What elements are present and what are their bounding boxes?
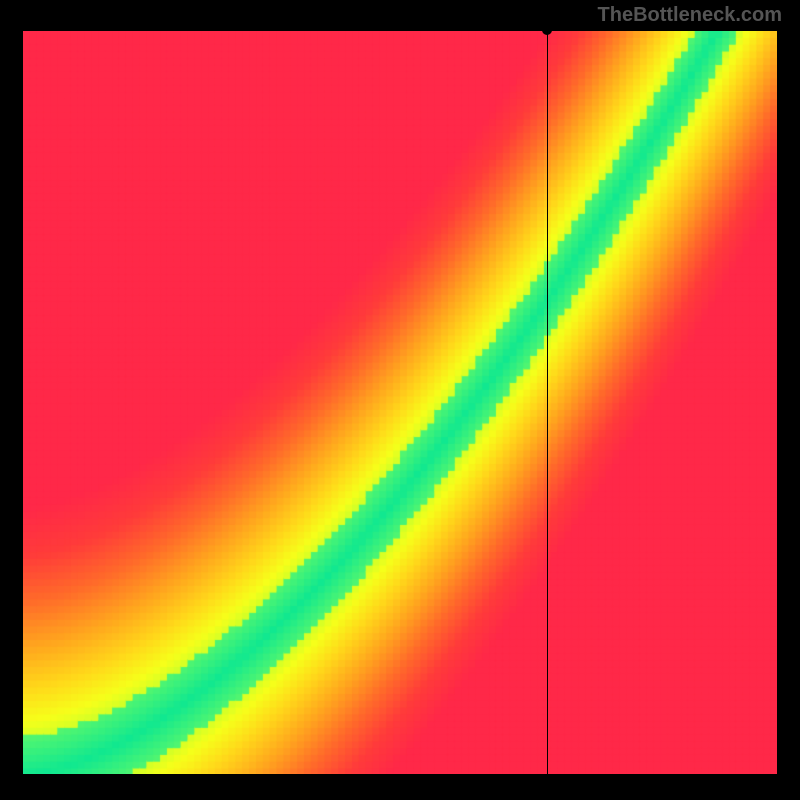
heatmap-canvas (23, 30, 777, 774)
plot-area (23, 30, 777, 774)
marker-horizontal-line (23, 30, 777, 31)
watermark-text: TheBottleneck.com (598, 4, 782, 27)
marker-vertical-line (547, 30, 548, 774)
marker-dot (542, 25, 552, 35)
